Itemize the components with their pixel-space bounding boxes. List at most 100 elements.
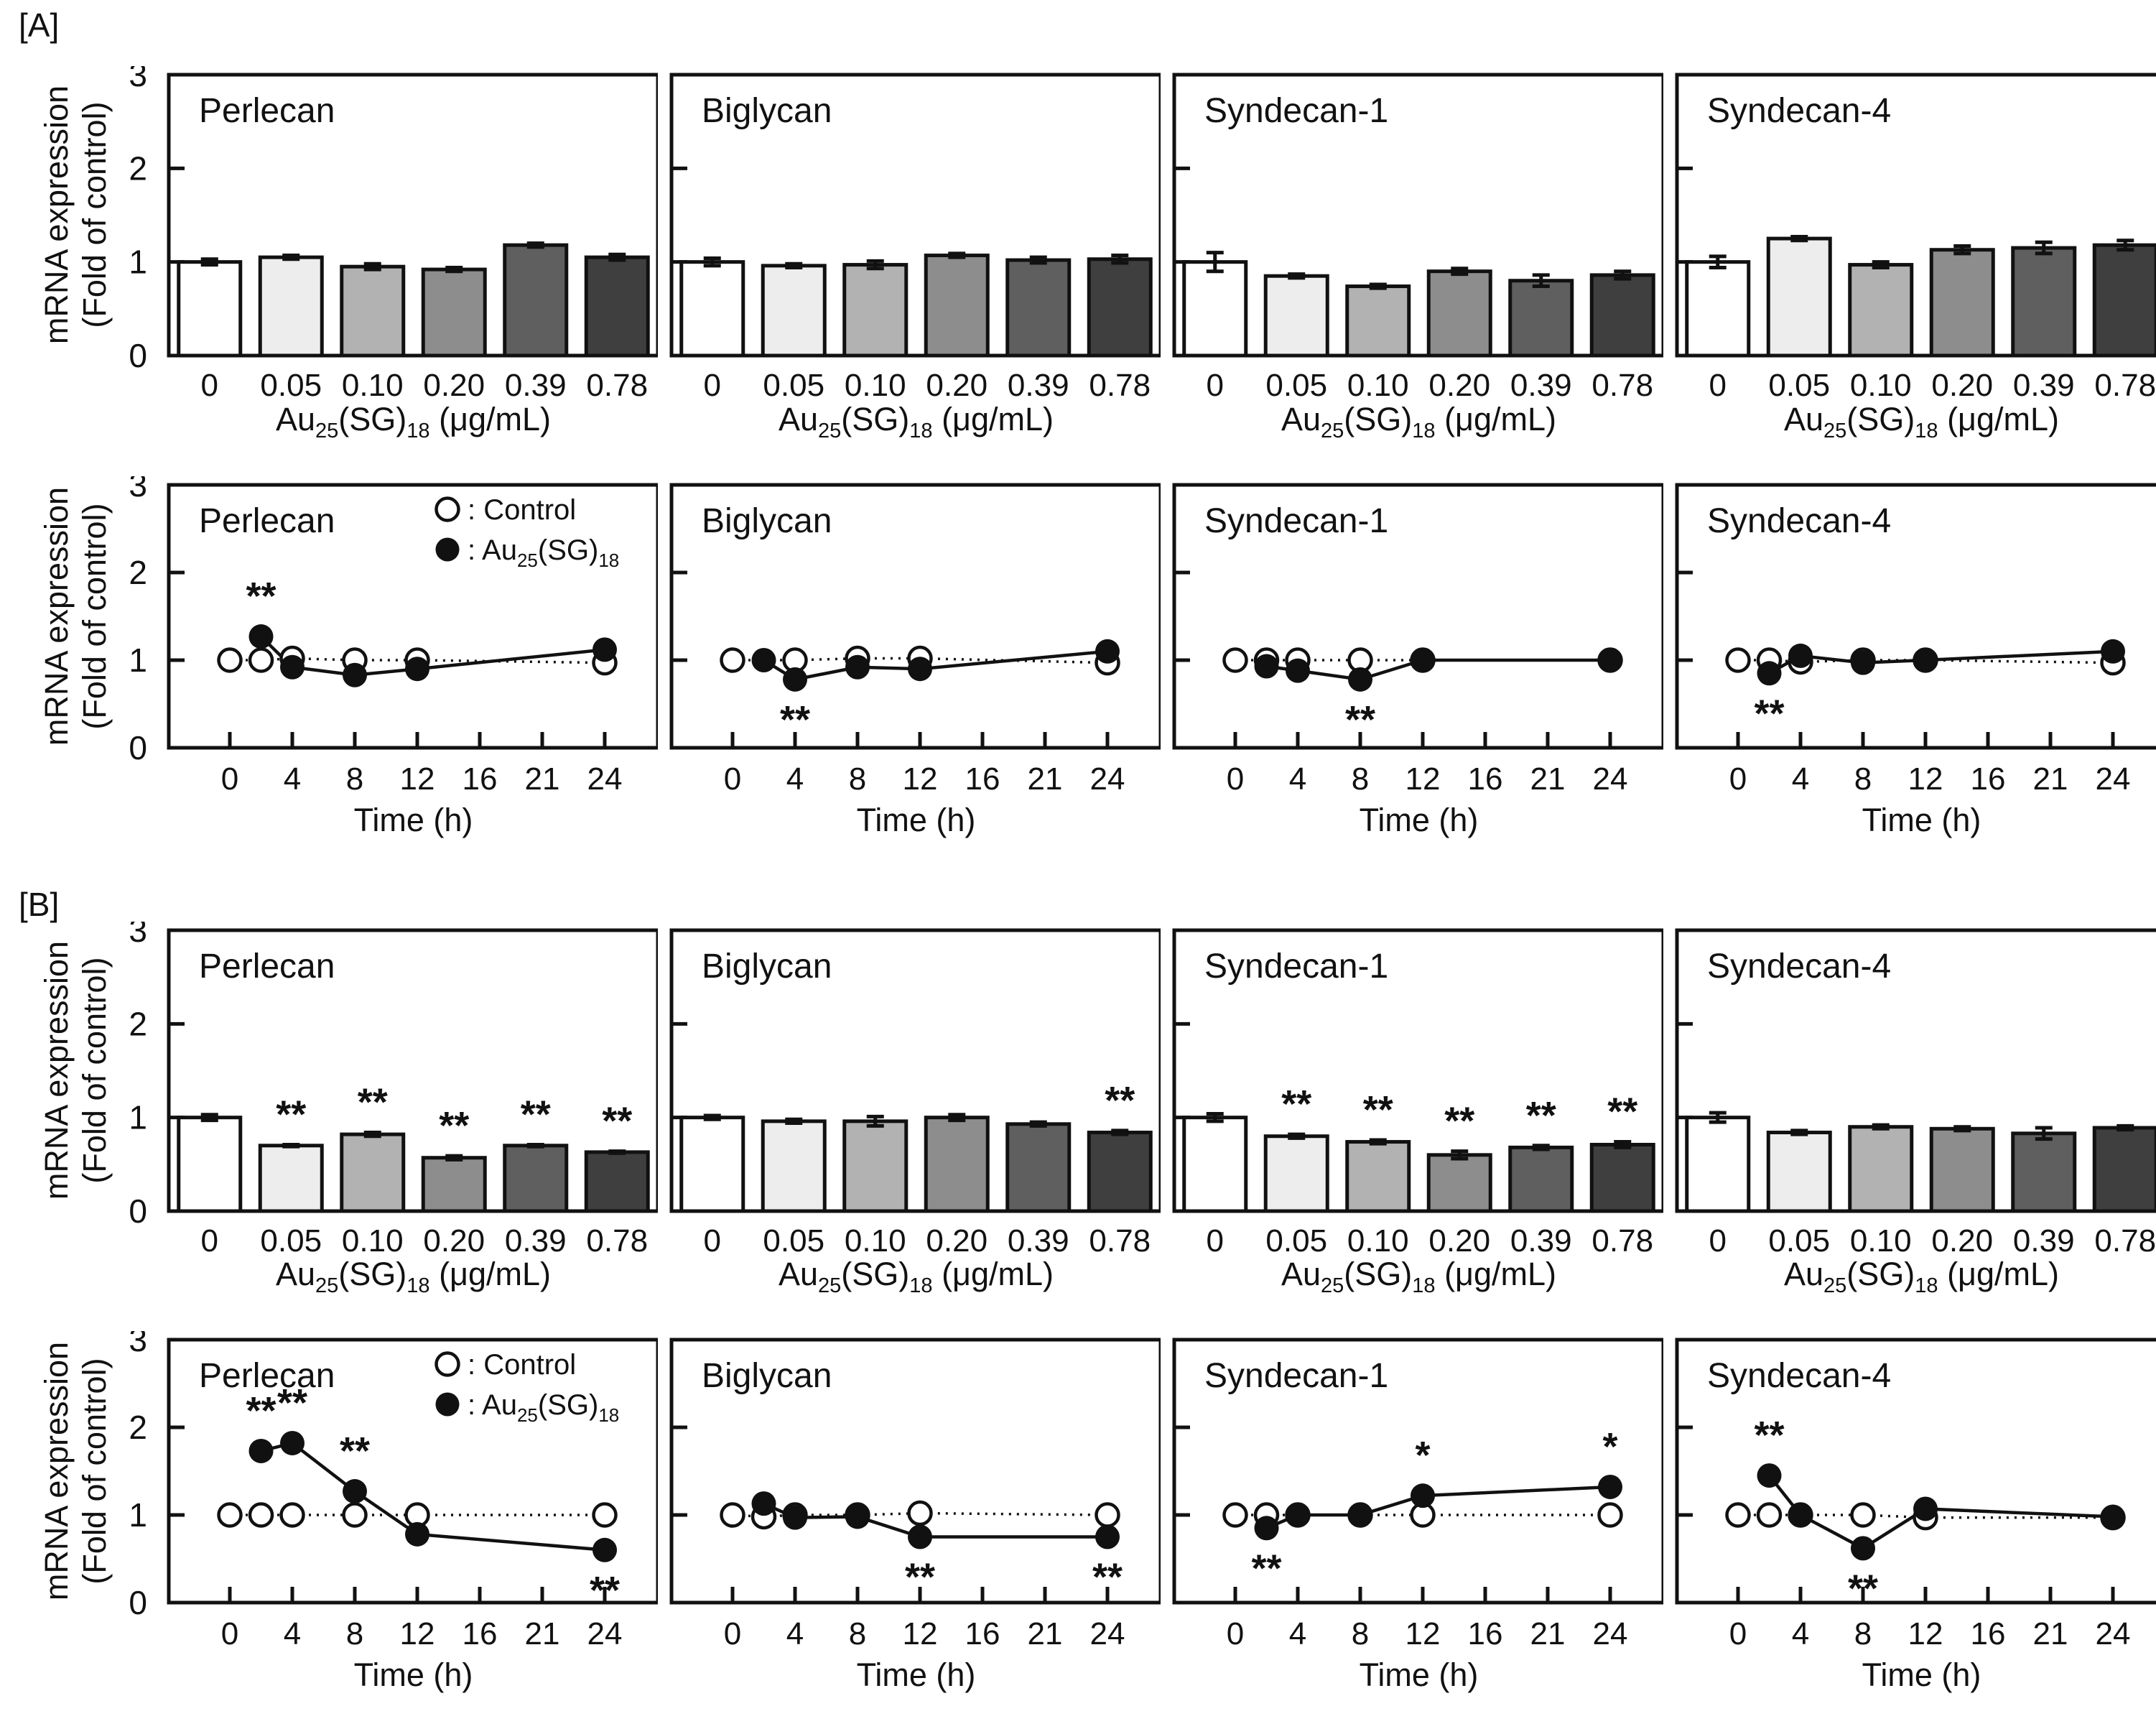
svg-text:4: 4 [1792, 761, 1809, 797]
svg-text:2: 2 [129, 149, 147, 187]
au-unit: (μg/mL) [1938, 1256, 2060, 1292]
svg-text:0.05: 0.05 [1265, 1223, 1327, 1259]
svg-text:3: 3 [129, 476, 147, 504]
svg-text:1: 1 [129, 1099, 147, 1136]
svg-text:4: 4 [284, 761, 301, 797]
svg-text:0.10: 0.10 [1850, 1223, 1912, 1259]
svg-text:16: 16 [1468, 1616, 1503, 1651]
svg-text:8: 8 [849, 761, 866, 797]
svg-text:0.20: 0.20 [1931, 1223, 1993, 1259]
panel-b-line-syndecan4: Syndecan-4 0 4 8 12 16 21 24 ** ** [1616, 1331, 2156, 1662]
svg-text:0.39: 0.39 [505, 368, 567, 403]
svg-text:: Au25(SG)18: : Au25(SG)18 [468, 1389, 619, 1426]
svg-text:0.20: 0.20 [423, 368, 485, 403]
svg-text:0.20: 0.20 [1428, 1223, 1490, 1259]
svg-text:0.78: 0.78 [586, 1223, 648, 1259]
svg-text:2: 2 [129, 554, 147, 591]
svg-text:0.20: 0.20 [1931, 368, 1993, 403]
svg-text:8: 8 [849, 1616, 866, 1651]
au-sg: (SG) [338, 401, 407, 437]
svg-text:: Control: : Control [468, 1349, 576, 1381]
svg-text:16: 16 [463, 761, 498, 797]
svg-text:Biglycan: Biglycan [702, 502, 832, 540]
bar-x-axis-title: Au25(SG)18 (μg/mL) [169, 1256, 658, 1298]
svg-text:**: ** [905, 1556, 935, 1599]
svg-text:16: 16 [1971, 1616, 2006, 1651]
svg-text:4: 4 [786, 761, 804, 797]
svg-text:4: 4 [1792, 1616, 1809, 1651]
au-sg: (SG) [1344, 1256, 1413, 1292]
chart-canvas: Syndecan-4 0 4 8 12 16 21 24 ** ** [1675, 1338, 2156, 1651]
svg-text:12: 12 [1908, 761, 1943, 797]
svg-text:2: 2 [129, 1409, 147, 1446]
panel-b-line-syndecan1: Syndecan-1 0 4 8 12 16 21 24 ** * * [1113, 1331, 1663, 1662]
svg-text:Perlecan: Perlecan [199, 502, 335, 540]
svg-text:0.39: 0.39 [1008, 368, 1069, 403]
svg-text:21: 21 [2033, 1616, 2068, 1651]
svg-text:0: 0 [201, 368, 218, 403]
time-x-axis-title: Time (h) [1862, 1656, 1981, 1693]
section-b-label: [B] [19, 886, 60, 923]
svg-text:0.39: 0.39 [505, 1223, 567, 1259]
svg-text:16: 16 [1971, 761, 2006, 797]
au-text: Au [275, 1256, 316, 1292]
panel-b-bar-syndecan1: Syndecan-1 0 ** 0.05 ** 0.10 ** 0.20 ** 0.39 ** 0.7… [1113, 922, 1663, 1271]
svg-text:0.39: 0.39 [1008, 1223, 1069, 1259]
au-text: Au [1281, 1256, 1321, 1292]
svg-text:0: 0 [201, 1223, 218, 1259]
au-unit: (μg/mL) [429, 401, 552, 437]
svg-text:0.05: 0.05 [1768, 1223, 1830, 1259]
svg-text:Biglycan: Biglycan [702, 1357, 832, 1395]
svg-text:4: 4 [786, 1616, 804, 1651]
svg-text:24: 24 [2096, 1616, 2131, 1651]
svg-text:0.05: 0.05 [1265, 368, 1327, 403]
svg-text:**: ** [340, 1429, 370, 1473]
panel-b-bar-syndecan4: Syndecan-4 0 0.05 0.10 0.20 0.39 0.78 [1616, 922, 2156, 1271]
svg-text:**: ** [590, 1569, 620, 1612]
panel-a-line-perlecan: 0 1 2 3 Perlecan 0 4 8 12 16 21 24 **: Control: Au25… [108, 476, 658, 807]
svg-text:**: ** [1444, 1100, 1474, 1143]
panel-a-bar-syndecan1: Syndecan-1 0 0.05 0.10 0.20 0.39 0.78 [1113, 66, 1663, 415]
svg-text:8: 8 [1854, 761, 1872, 797]
svg-text:**: ** [1251, 1547, 1281, 1590]
svg-text:21: 21 [1028, 1616, 1063, 1651]
panel-b-bar-biglycan: Biglycan 0 0.05 0.10 0.20 0.39 ** 0.78 [610, 922, 1161, 1271]
au-sub25: 25 [1321, 420, 1344, 442]
au-sub18: 18 [1412, 1274, 1436, 1297]
svg-text:0.78: 0.78 [586, 368, 648, 403]
svg-text:0.10: 0.10 [342, 368, 404, 403]
svg-text:0: 0 [704, 1223, 721, 1259]
svg-text:0.10: 0.10 [845, 1223, 906, 1259]
au-text: Au [1783, 1256, 1824, 1292]
panel-a-line-biglycan: Biglycan 0 4 8 12 16 21 24 ** [610, 476, 1161, 807]
svg-text:0: 0 [129, 1192, 147, 1230]
svg-text:0.78: 0.78 [1592, 1223, 1653, 1259]
svg-text:Biglycan: Biglycan [702, 947, 832, 986]
svg-text:0: 0 [129, 337, 147, 374]
svg-text:24: 24 [1593, 1616, 1628, 1651]
svg-text:0: 0 [129, 729, 147, 766]
svg-text:**: ** [1754, 1414, 1784, 1457]
svg-text:0.10: 0.10 [1850, 368, 1912, 403]
svg-text:0.39: 0.39 [1510, 1223, 1572, 1259]
svg-text:0.05: 0.05 [260, 368, 322, 403]
chart-canvas: Biglycan 0 0.05 0.10 0.20 0.39 ** 0.78 [669, 928, 1161, 1259]
svg-text:Syndecan-1: Syndecan-1 [1204, 947, 1388, 986]
svg-text:**: ** [358, 1081, 388, 1124]
au-text: Au [1783, 401, 1824, 437]
svg-text:**: ** [1105, 1079, 1135, 1122]
chart-canvas: Syndecan-4 0 0.05 0.10 0.20 0.39 0.78 [1675, 73, 2156, 403]
chart-canvas: Biglycan 0 0.05 0.10 0.20 0.39 0.78 [669, 73, 1161, 403]
svg-text:**: ** [1848, 1567, 1878, 1610]
svg-text:0: 0 [1227, 1616, 1244, 1651]
panel-a-bar-biglycan: Biglycan 0 0.05 0.10 0.20 0.39 0.78 [610, 66, 1161, 415]
svg-text:0.05: 0.05 [260, 1223, 322, 1259]
svg-text:21: 21 [1530, 1616, 1566, 1651]
svg-text:3: 3 [129, 66, 147, 93]
au-sg: (SG) [338, 1256, 407, 1292]
au-sub18: 18 [406, 1274, 430, 1297]
au-sub25: 25 [315, 1274, 339, 1297]
svg-text:Syndecan-4: Syndecan-4 [1707, 1357, 1891, 1395]
svg-text:0.20: 0.20 [423, 1223, 485, 1259]
